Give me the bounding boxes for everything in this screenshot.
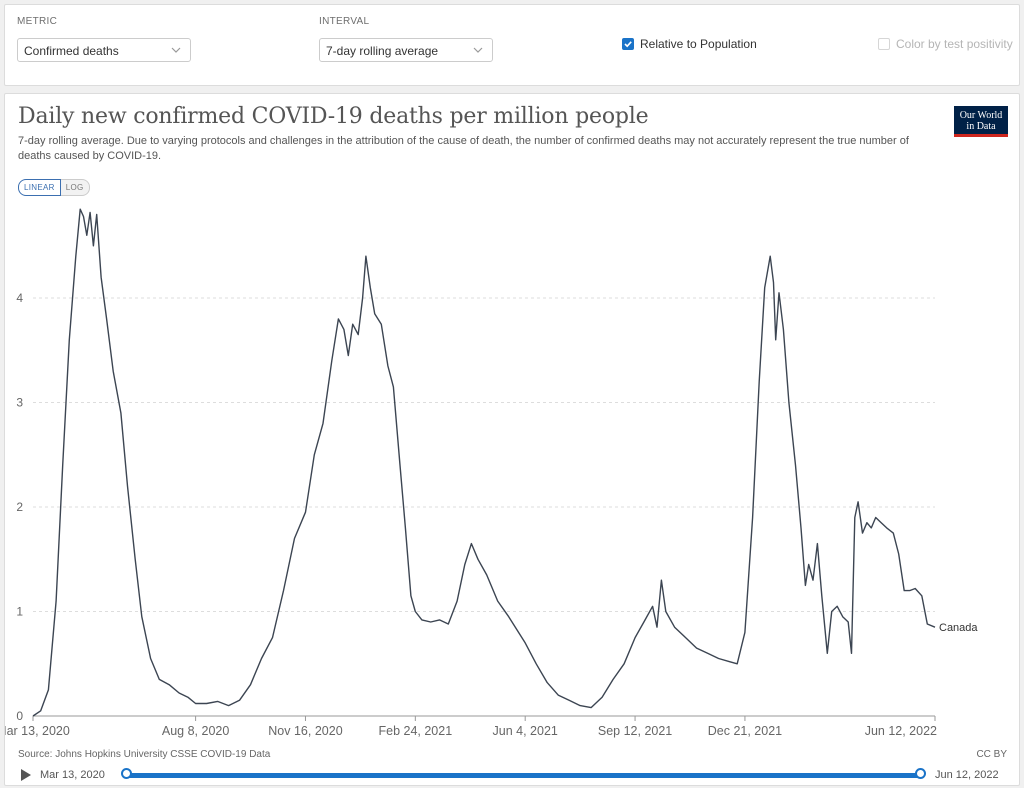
chevron-down-icon [171,47,181,53]
chart-subtitle: 7-day rolling average. Due to varying pr… [18,135,909,162]
timeline-start-handle[interactable] [121,768,132,779]
linear-scale-button[interactable]: LINEAR [18,179,61,196]
x-tick-label: Mar 13, 2020 [5,724,70,738]
logo-line-2: in Data [966,121,996,132]
timeline-end-handle[interactable] [915,768,926,779]
metric-label: METRIC [17,16,58,27]
owid-logo[interactable]: Our World in Data [954,106,1008,137]
metric-select-value: Confirmed deaths [24,44,119,58]
license-link[interactable]: CC BY [976,749,1007,760]
x-tick-label: Jun 12, 2022 [865,724,937,738]
logo-line-1: Our World [959,110,1003,121]
y-tick-label: 2 [16,500,23,514]
x-axis: Mar 13, 2020 Aug 8, 2020 Nov 16, 2020 Feb 2… [5,715,937,738]
source-text: Source: Johns Hopkins University CSSE CO… [18,749,271,760]
series-line-canada [32,208,936,717]
gridlines [33,297,935,613]
line-chart: 0 1 2 3 4 Mar 13, 2020 Aug 8, 2020 Nov 16, 202… [5,208,978,738]
x-tick-label: Jun 4, 2021 [493,724,558,738]
x-tick-label: Dec 21, 2021 [708,724,782,738]
checkbox-unchecked-icon [878,38,890,50]
series-label-canada: Canada [939,622,978,634]
x-tick-label: Sep 12, 2021 [598,724,672,738]
relative-to-population-toggle[interactable]: Relative to Population [622,37,757,51]
color-by-test-positivity-toggle[interactable]: Color by test positivity [878,37,1013,51]
log-scale-button[interactable]: LOG [60,179,90,196]
play-icon[interactable] [21,769,31,781]
y-axis-ticks: 0 1 2 3 4 [16,291,23,723]
y-tick-label: 3 [16,396,23,410]
y-tick-label: 0 [16,709,23,723]
timeline-end-label: Jun 12, 2022 [935,769,999,781]
color-by-test-positivity-label: Color by test positivity [896,37,1013,51]
timeline-track[interactable] [127,773,921,778]
metric-select[interactable]: Confirmed deaths [17,38,191,62]
x-tick-label: Aug 8, 2020 [162,724,229,738]
checkbox-checked-icon [622,38,634,50]
interval-select-value: 7-day rolling average [326,44,439,58]
y-tick-label: 4 [16,291,23,305]
chart-card: Daily new confirmed COVID-19 deaths per … [4,93,1020,786]
y-tick-label: 1 [16,605,23,619]
interval-label: INTERVAL [319,16,370,27]
chart-title: Daily new confirmed COVID-19 deaths per … [18,104,649,129]
interval-select[interactable]: 7-day rolling average [319,38,493,62]
controls-bar: METRIC Confirmed deaths INTERVAL 7-day r… [4,4,1020,86]
x-tick-label: Nov 16, 2020 [268,724,342,738]
timeline-start-label: Mar 13, 2020 [40,769,105,781]
relative-to-population-label: Relative to Population [640,37,757,51]
x-tick-label: Feb 24, 2021 [378,724,452,738]
scale-toggle: LINEAR LOG [18,179,90,196]
timeline: Mar 13, 2020 Jun 12, 2022 [5,766,1019,784]
chevron-down-icon [473,47,483,53]
